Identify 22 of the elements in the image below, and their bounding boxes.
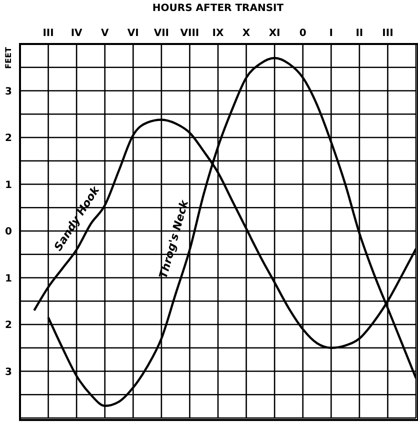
x-tick-label: III xyxy=(42,28,54,39)
x-axis-title: HOURS AFTER TRANSIT xyxy=(152,3,284,14)
y-tick-label: 2 xyxy=(5,320,12,332)
x-tick-label: VII xyxy=(154,28,170,39)
x-tick-label: VI xyxy=(127,28,139,39)
y-tick-label: 1 xyxy=(5,273,12,284)
y-tick-label: 3 xyxy=(5,86,12,98)
y-tick-label: 2 xyxy=(5,133,12,144)
x-tick-label: II xyxy=(356,28,364,39)
x-tick-label: IX xyxy=(212,28,224,39)
y-tick-label: 0 xyxy=(5,226,12,238)
y-axis-title: FEET xyxy=(4,46,14,69)
x-tick-label: XI xyxy=(268,28,280,39)
y-tick-label: 1 xyxy=(5,180,12,191)
x-tick-label: V xyxy=(100,28,109,39)
x-tick-label: IV xyxy=(70,28,83,39)
x-tick-label: III xyxy=(382,28,394,39)
x-tick-label: X xyxy=(242,28,250,39)
x-tick-label: I xyxy=(329,28,334,39)
x-tick-label: VIII xyxy=(180,28,200,39)
y-tick-label: 3 xyxy=(5,366,12,378)
x-tick-label: 0 xyxy=(299,28,306,39)
